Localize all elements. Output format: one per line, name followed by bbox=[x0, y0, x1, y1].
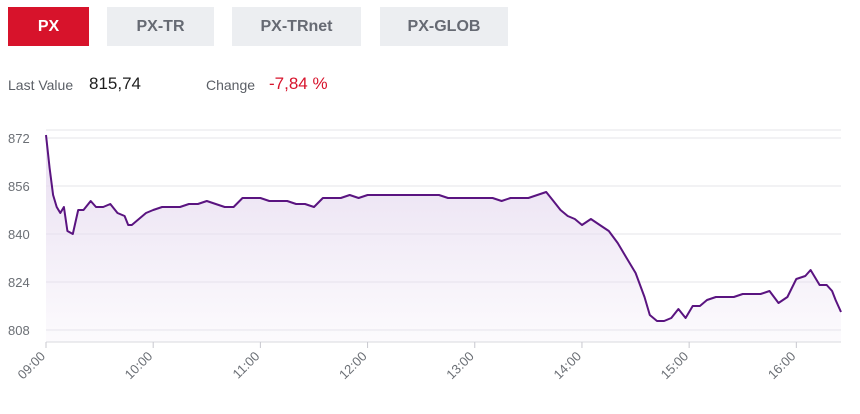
tab-px-glob[interactable]: PX-GLOB bbox=[380, 7, 508, 46]
x-tick-label: 13:00 bbox=[443, 349, 477, 383]
x-tick-label: 14:00 bbox=[550, 349, 584, 383]
last-value-label: Last Value bbox=[8, 77, 74, 93]
tab-px-tr[interactable]: PX-TR bbox=[107, 7, 214, 46]
y-tick-label: 872 bbox=[8, 131, 30, 146]
y-tick-label: 840 bbox=[8, 227, 30, 242]
y-tick-label: 856 bbox=[8, 179, 30, 194]
x-tick-label: 15:00 bbox=[658, 349, 692, 383]
series-area bbox=[46, 135, 841, 342]
y-tick-label: 808 bbox=[8, 323, 30, 338]
tab-px-trnet[interactable]: PX-TRnet bbox=[232, 7, 361, 46]
index-chart: 808 824 840 856 872 09:00 10:00 11:00 12:00 13:00… bbox=[8, 129, 842, 383]
change-value: -7,84 % bbox=[269, 74, 328, 93]
x-tick-label: 11:00 bbox=[230, 349, 263, 382]
x-tick-label: 16:00 bbox=[765, 349, 799, 383]
x-tick-label: 10:00 bbox=[122, 349, 156, 383]
y-tick-label: 824 bbox=[8, 275, 30, 290]
last-value: 815,74 bbox=[89, 74, 141, 93]
change-label: Change bbox=[206, 77, 256, 93]
x-tick-label: 09:00 bbox=[15, 349, 49, 383]
series-line bbox=[45, 134, 842, 322]
index-stats: Last Value 815,74 Change -7,84 % bbox=[8, 72, 608, 98]
tab-px[interactable]: PX bbox=[8, 7, 89, 46]
x-tick-label: 12:00 bbox=[336, 349, 370, 383]
